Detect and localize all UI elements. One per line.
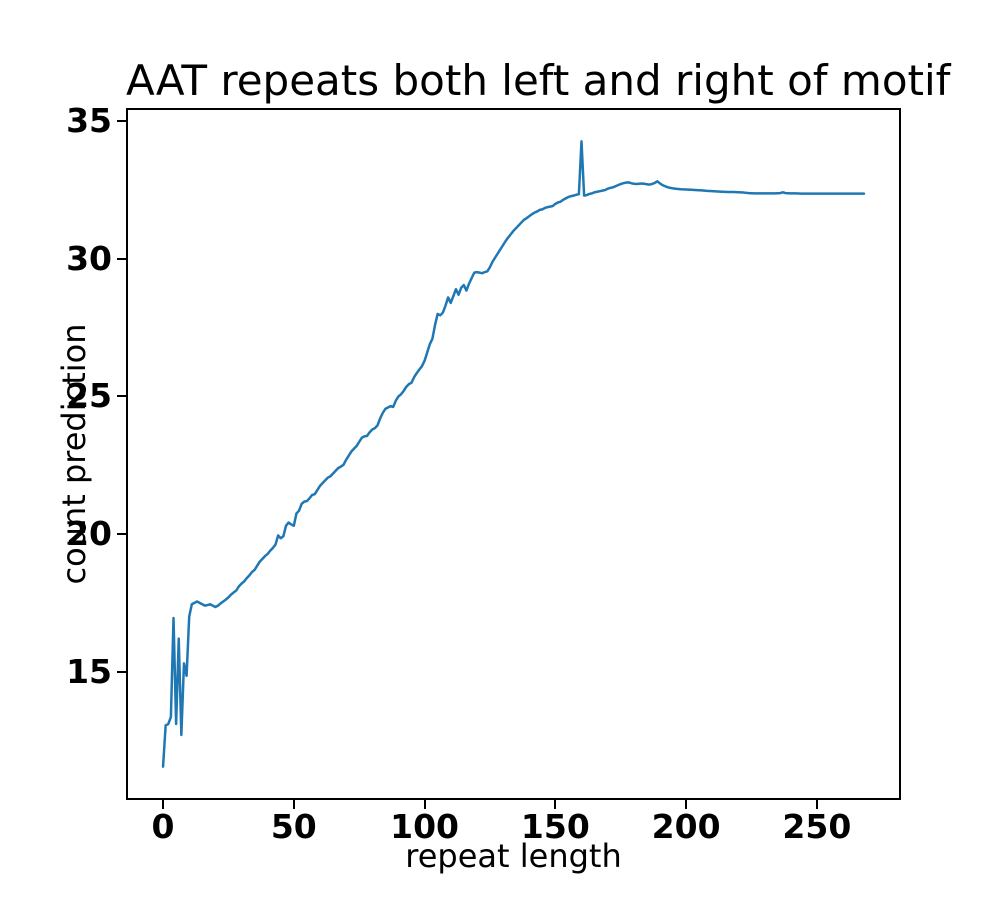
x-tick-label: 250 [782,807,852,846]
y-tick-mark [117,120,126,123]
y-tick-label: 30 [66,238,112,278]
x-tick-mark [554,800,557,809]
x-tick-mark [162,800,165,809]
x-tick-mark [685,800,688,809]
series-line [161,140,866,768]
y-tick-mark [117,395,126,398]
y-tick-label: 15 [66,651,112,691]
x-axis-label: repeat length [405,837,622,875]
y-tick-label: 20 [66,514,112,554]
x-tick-label: 0 [151,807,175,846]
y-tick-mark [117,533,126,536]
plot-area [126,108,901,800]
y-axis-label: count prediction [55,323,93,585]
x-tick-label: 150 [520,807,590,846]
x-tick-mark [815,800,818,809]
x-tick-label: 50 [270,807,317,846]
x-tick-mark [292,800,295,809]
x-tick-label: 200 [651,807,721,846]
y-tick-mark [117,670,126,673]
y-tick-label: 35 [66,101,112,141]
y-tick-mark [117,257,126,260]
x-tick-mark [423,800,426,809]
y-tick-label: 25 [66,376,112,416]
plot-canvas [161,140,866,768]
chart-title: AAT repeats both left and right of motif [126,56,951,105]
x-tick-label: 100 [390,807,460,846]
